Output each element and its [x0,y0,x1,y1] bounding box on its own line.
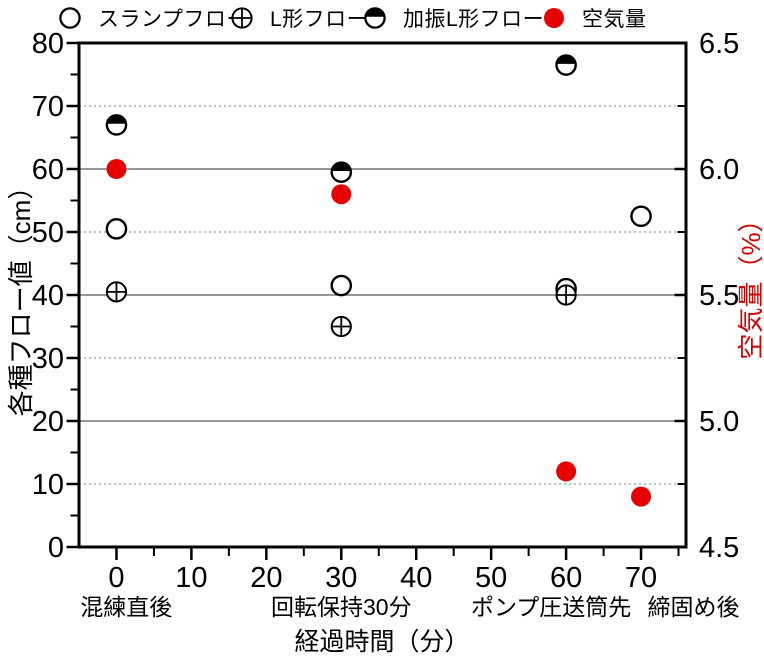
y2-tick-label: 5.0 [699,406,739,438]
legend-label: 加振L形フロー [403,8,545,31]
y-tick-label: 50 [32,217,64,249]
x-tick-label: 40 [400,562,432,594]
legend-item-l-flow: L形フロー [230,2,368,34]
y-tick-label: 80 [32,28,64,60]
x-tick-label: 10 [175,562,207,594]
legend-item-air-content: 空気量 [542,2,647,34]
data-point-filled-circle-red [106,159,127,179]
x-tick-label: 50 [475,562,507,594]
data-point-filled-circle-red [631,486,652,507]
x-axis-title: 経過時間（分） [294,628,470,656]
x-category-label: 回転保持30分 [271,594,412,620]
x-category-label: 締固め後 [647,594,739,620]
x-category-label: ポンプ圧送筒先 [471,594,631,620]
data-point-open-circle [105,218,128,240]
y2-tick-label: 6.0 [699,154,739,186]
y-tick-label: 10 [32,469,64,501]
marker-half-fill [557,55,575,64]
legend-label: 空気量 [582,8,647,31]
y-tick-label: 0 [48,532,64,564]
data-point-open-circle [630,205,652,228]
legend-item-slump-flow: スランプフロー [58,2,248,34]
open-circle-icon [59,7,81,29]
legend-label: L形フロー [270,8,369,31]
y-tick-label: 70 [32,91,64,123]
circle-half-top-icon [364,7,386,29]
data-point-open-circle [330,274,353,297]
x-tick-label: 0 [108,562,124,594]
data-point-filled-circle-red [556,461,577,482]
y-tick-label: 30 [32,343,64,375]
x-category-label: 混練直後 [80,594,172,620]
legend-item-vibrated-l-flow: 加振L形フロー [363,2,544,34]
plot-frame [77,41,688,549]
y-tick-label: 60 [32,154,64,186]
left-axis-title: 各種フロー値（cm） [6,173,36,417]
y-tick-label: 40 [32,280,64,312]
marker-half-fill [108,115,125,124]
y2-tick-label: 5.5 [699,280,739,312]
y2-tick-label: 6.5 [699,28,739,60]
right-axis-title: 空気量（%） [736,206,764,360]
y2-tick-label: 4.5 [699,532,739,564]
marker-half-fill [332,162,350,171]
x-tick-label: 20 [250,562,282,594]
x-tick-label: 70 [625,562,657,594]
x-tick-label: 60 [550,562,582,594]
data-point-filled-circle-red [331,184,352,205]
x-tick-label: 30 [325,562,357,594]
filled-circle-red-icon [544,8,564,28]
legend-label: スランプフロー [98,8,248,31]
circle-plus-icon [231,7,253,29]
y-tick-label: 20 [32,406,64,438]
